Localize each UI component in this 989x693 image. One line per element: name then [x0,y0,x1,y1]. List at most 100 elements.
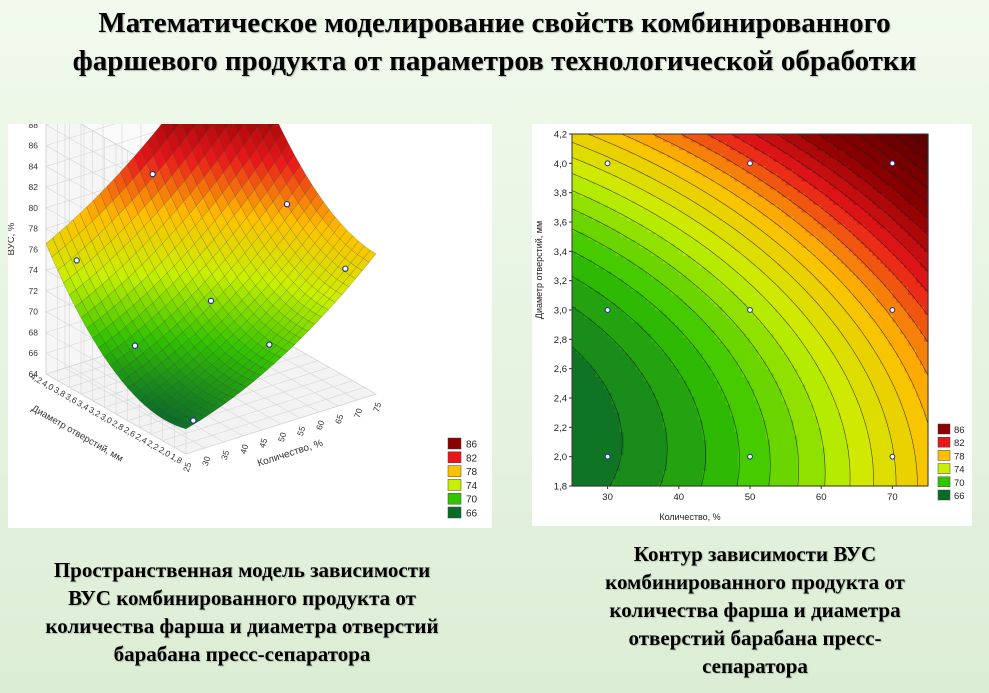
contour-cell [583,325,589,331]
contour-cell [730,282,735,288]
contour-cell [587,184,593,190]
contour-cell [643,165,648,170]
contour-cell [639,208,644,213]
contour-cell [607,349,613,354]
contour-cell [572,403,577,409]
contour-cell [714,427,719,432]
contour-cell [722,431,727,436]
contour-cell [575,439,581,444]
contour-cell [734,458,739,464]
contour-cell [742,270,747,276]
contour-cell [583,360,589,366]
contour-cell [746,169,751,174]
contour-cell [686,376,692,381]
contour-cell [572,243,577,249]
contour-cell [662,399,668,405]
contour-cell [690,302,696,307]
contour-cell [587,442,593,448]
contour-cell [651,399,656,405]
contour-cell [583,298,589,303]
contour-cell [674,208,680,213]
contour-cell [702,247,708,252]
contour-cell [670,435,676,440]
contour-cell [591,411,597,417]
contour-cell [738,235,743,241]
contour-cell [655,247,660,252]
contour-cell [587,310,593,315]
contour-cell [722,470,727,475]
contour-cell [698,134,704,139]
contour-cell [702,259,708,264]
contour-cell [635,384,640,389]
contour-cell [738,227,743,233]
contour-cell [714,462,719,468]
contour-cell [682,478,688,483]
contour-cell [670,188,676,194]
contour-cell [572,407,577,413]
contour-cell [726,411,731,417]
contour-cell [619,274,625,280]
contour-cell [651,368,656,374]
contour-cell [690,165,696,170]
contour-cell [631,220,636,225]
contour-cell [662,372,668,378]
contour-cell [710,325,715,331]
contour-cell [742,196,747,202]
contour-cell [686,259,692,264]
contour-cell [611,446,617,452]
contour-cell [627,411,632,417]
contour-cell [690,192,696,198]
contour-cell [572,431,577,436]
contour-cell [753,294,759,299]
contour-cell [698,231,704,237]
contour-cell [611,474,617,479]
contour-cell [722,458,727,464]
contour-cell [722,169,727,174]
contour-cell [662,184,668,190]
contour-cell [579,235,585,241]
contour-cell [738,255,743,260]
contour-cell [722,399,727,405]
contour-cell [730,458,735,464]
contour-cell [603,231,609,237]
contour-cell [746,239,751,245]
contour-cell [746,212,751,217]
contour-cell [710,333,715,338]
contour-cell [753,302,759,307]
contour-cell [643,442,648,448]
contour-cell [726,294,731,299]
contour-cell [579,353,585,358]
contour-cell [635,298,640,303]
contour-cell [718,157,723,162]
contour-cell [698,294,704,299]
contour-cell [734,313,739,319]
contour-cell [631,388,636,393]
contour-cell [674,442,680,448]
contour-cell [603,376,609,381]
contour-cell [678,407,684,413]
contour-cell [662,380,668,385]
contour-cell [726,231,731,237]
contour-cell [619,349,625,354]
contour-cell [603,196,609,202]
contour-cell [714,415,719,421]
contour-cell [591,259,597,264]
contour-cell [619,388,625,393]
contour-cell [738,321,743,327]
contour-cell [647,458,652,464]
contour-cell [670,345,676,350]
contour-cell [651,329,656,335]
contour-cell [698,169,704,174]
contour-cell [607,204,613,209]
contour-cell [674,384,680,389]
contour-cell [659,145,664,151]
contour-cell [746,192,751,198]
contour-cell [603,462,609,468]
contour-cell [651,298,656,303]
contour-cell [702,235,708,241]
contour-cell [742,474,747,479]
contour-cell [730,251,735,256]
contour-cell [631,364,636,370]
contour-cell [655,161,660,166]
contour-cell [706,368,712,374]
